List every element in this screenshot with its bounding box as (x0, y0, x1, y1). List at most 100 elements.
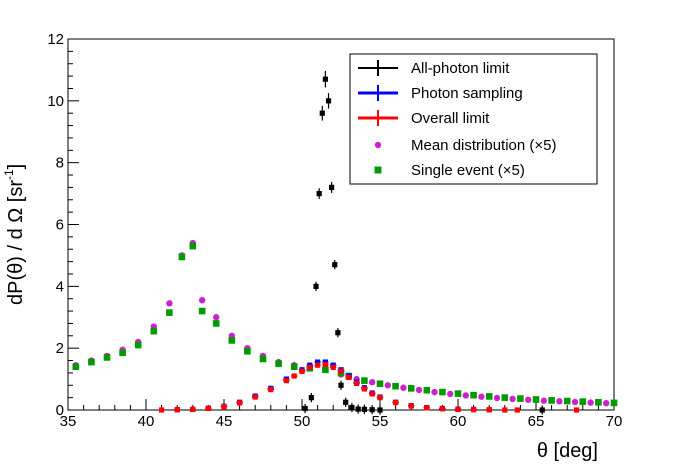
data-point (355, 406, 361, 412)
x-tick-label: 65 (528, 413, 545, 430)
data-point (501, 394, 509, 401)
data-point (174, 407, 180, 413)
series-2 (158, 361, 580, 413)
data-point (408, 403, 414, 409)
data-point (72, 363, 80, 371)
axis-ticks: 35 40 45 50 55 60 65 70 0 2 4 6 8 10 12 (47, 31, 622, 430)
data-point (525, 396, 532, 403)
data-point (431, 388, 438, 396)
data-point (571, 398, 579, 406)
data-point (322, 76, 328, 82)
x-axis-title: θ [deg] (537, 440, 598, 462)
data-point (514, 407, 520, 413)
data-point (166, 300, 173, 307)
legend-entry-single-event: Single event (×5) (374, 162, 525, 179)
data-point (322, 361, 328, 368)
data-point (439, 406, 445, 412)
data-point (532, 396, 540, 403)
y-axis-title: dP(θ) / d Ω [sr-1] (2, 164, 27, 305)
data-point (369, 378, 376, 386)
data-point (159, 407, 165, 413)
data-point (471, 407, 477, 413)
data-point (313, 283, 319, 289)
data-point (392, 382, 399, 390)
data-point (493, 394, 501, 402)
data-point (190, 406, 196, 412)
data-point (462, 392, 469, 399)
data-point (308, 395, 314, 401)
data-point (393, 399, 399, 406)
y-tick-label: 4 (56, 278, 64, 295)
data-point (556, 398, 563, 405)
y-tick-label: 2 (56, 340, 64, 357)
legend-marker-mean-distribution (374, 141, 382, 149)
data-point (361, 386, 367, 392)
data-point (376, 380, 384, 388)
data-point (369, 407, 375, 413)
data-point (407, 385, 415, 392)
data-point (283, 378, 289, 384)
legend-entry-mean-distribution: Mean distribution (×5) (374, 137, 557, 154)
y-tick-label: 8 (56, 155, 64, 172)
legend-label-all-photon: All-photon limit (411, 60, 510, 77)
data-point (424, 405, 430, 411)
data-point (517, 395, 524, 402)
data-point (319, 110, 325, 116)
data-point (213, 314, 220, 321)
data-point (539, 407, 545, 413)
data-point (88, 358, 95, 366)
y-axis-title-main: dP(θ) / d Ω [sr (5, 180, 27, 305)
data-point (119, 349, 126, 357)
data-point (595, 398, 602, 406)
data-point (335, 330, 341, 336)
data-point (454, 390, 462, 397)
data-point (377, 395, 383, 401)
data-point (325, 98, 332, 104)
data-point (228, 337, 236, 344)
x-tick-label: 50 (294, 413, 311, 430)
data-point (268, 386, 274, 393)
data-point (603, 399, 610, 407)
data-point (166, 309, 173, 316)
data-point (322, 366, 329, 374)
data-point (573, 407, 580, 413)
data-point (361, 377, 368, 384)
y-tick-label: 10 (47, 93, 64, 110)
y-tick-label: 6 (56, 217, 64, 234)
data-point (244, 347, 251, 355)
legend-entry-all-photon: All-photon limit (358, 60, 510, 77)
data-point (415, 386, 423, 394)
data-point (447, 390, 454, 398)
data-point (509, 395, 516, 403)
x-tick-label: 40 (138, 413, 155, 430)
data-point (178, 253, 186, 261)
legend-label-single-event: Single event (×5) (411, 162, 525, 179)
y-tick-label: 12 (47, 31, 64, 48)
x-tick-label: 35 (60, 413, 77, 430)
data-point (563, 397, 571, 405)
data-point (400, 384, 407, 391)
y-axis-title-end: ] (5, 164, 27, 170)
x-tick-label: 45 (216, 413, 233, 430)
legend-label-photon-sampling: Photon sampling (411, 85, 523, 102)
data-point (587, 399, 594, 406)
data-point (540, 397, 547, 404)
data-point (252, 394, 258, 400)
data-point (290, 363, 298, 371)
data-point (346, 374, 352, 381)
data-point (338, 382, 344, 388)
data-point (315, 362, 321, 368)
legend-label-overall-limit: Overall limit (411, 110, 490, 127)
data-point (237, 400, 243, 406)
data-point (316, 190, 322, 197)
data-point (291, 373, 297, 379)
data-point (361, 406, 367, 412)
data-point (423, 386, 431, 394)
data-point (338, 368, 344, 374)
data-point (330, 364, 336, 370)
data-point (470, 391, 477, 399)
data-point (486, 407, 492, 413)
data-point (548, 397, 555, 404)
data-point (455, 406, 461, 412)
x-tick-label: 70 (606, 413, 623, 430)
